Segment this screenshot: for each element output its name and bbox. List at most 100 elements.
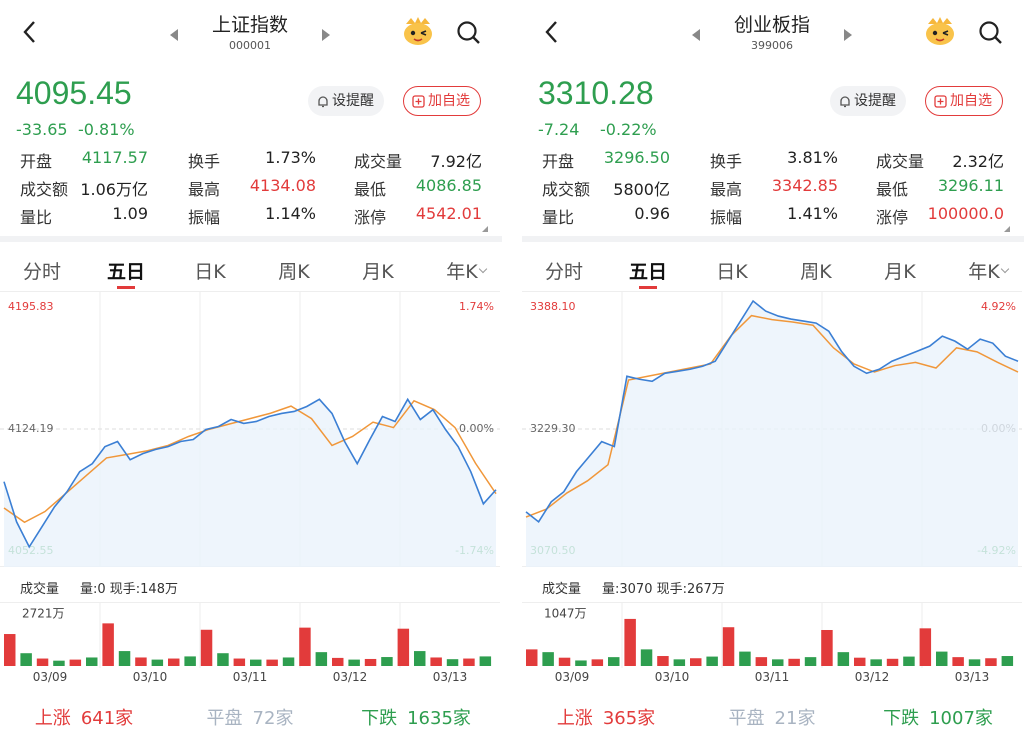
pct-label: 1.74%: [459, 300, 494, 313]
volume-bar: [463, 658, 475, 666]
breadth-label: 平盘: [206, 708, 243, 729]
tab[interactable]: 日K: [194, 261, 226, 283]
pct-label: 4.92%: [981, 300, 1016, 313]
tab-indicator: [117, 286, 135, 289]
mascot-icon[interactable]: [402, 16, 434, 50]
volume-bar: [266, 659, 278, 666]
alert-button[interactable]: 设提醒: [830, 86, 906, 116]
volume-bar: [332, 657, 344, 666]
volume-bar: [591, 659, 604, 666]
breadth-count: 365家: [602, 708, 656, 729]
index-code: 000001: [229, 39, 271, 52]
stat-label: 成交量: [876, 152, 925, 171]
stat-label: 成交额: [20, 180, 69, 199]
volume-bar: [821, 629, 833, 666]
stat-value: 3.81%: [787, 148, 838, 167]
next-arrow[interactable]: [322, 26, 332, 45]
tab[interactable]: 周K: [278, 261, 310, 283]
date-label: 03/11: [232, 670, 268, 684]
date-label: 03/12: [854, 670, 890, 684]
tab[interactable]: 月K: [884, 261, 916, 283]
volume-bar: [315, 652, 328, 666]
search-button[interactable]: [456, 20, 482, 50]
volume-bar: [250, 659, 262, 666]
expand-corner: [1004, 226, 1010, 232]
breadth-item: 上涨 641家: [4, 704, 164, 730]
last-price: 4095.45: [16, 75, 132, 111]
stat-label: 最低: [876, 180, 909, 199]
next-arrow[interactable]: [844, 26, 854, 45]
mascot-icon[interactable]: [924, 16, 956, 50]
stat-value: 3296.50: [603, 148, 670, 167]
stat-label: 量比: [20, 208, 53, 227]
stat-value: 1.09: [112, 204, 148, 223]
tab[interactable]: 年K: [446, 261, 478, 283]
stat-label: 成交量: [354, 152, 403, 171]
stat-label: 振幅: [710, 208, 743, 227]
breadth-count: 72家: [252, 708, 294, 729]
prev-arrow[interactable]: [170, 26, 180, 45]
tab-indicator: [639, 286, 657, 289]
last-price: 3310.28: [538, 75, 654, 111]
volume-bar: [86, 657, 98, 666]
prev-arrow[interactable]: [692, 26, 702, 45]
volume-info: 量:0 现手:148万: [80, 582, 178, 597]
volume-bar: [886, 658, 899, 666]
volume-bar: [168, 658, 180, 666]
change: -7.24: [538, 120, 580, 139]
volume-bar: [640, 649, 653, 666]
change-pct: -0.22%: [600, 120, 657, 139]
stat-label: 换手: [188, 152, 221, 171]
volume-bar: [1001, 656, 1014, 666]
stat-value: 4086.85: [415, 176, 482, 195]
volume-bar: [722, 627, 735, 666]
volume-info: 量:3070 现手:267万: [602, 582, 725, 597]
tab[interactable]: 日K: [716, 261, 748, 283]
change-pct: -0.81%: [78, 120, 135, 139]
pct-label: 0.00%: [459, 422, 494, 435]
tab[interactable]: 月K: [362, 261, 394, 283]
breadth-count: 1635家: [407, 708, 471, 729]
change: -33.65: [16, 120, 68, 139]
search-button[interactable]: [978, 20, 1004, 50]
stat-value: 1.14%: [265, 204, 316, 223]
volume-bar: [479, 656, 492, 666]
stat-value: 4117.57: [81, 148, 148, 167]
breadth-item: 平盘 21家: [692, 704, 852, 730]
price-line: [525, 299, 1019, 524]
volume-bar: [706, 656, 718, 666]
stat-value: 3296.11: [937, 176, 1004, 195]
separator: [522, 236, 1024, 242]
y-tick-label: 3229.30: [530, 422, 576, 435]
back-button[interactable]: [18, 18, 42, 46]
volume-bar: [657, 656, 669, 666]
volume-bar: [542, 652, 554, 666]
volume-bar: [151, 659, 164, 666]
breadth-label: 平盘: [728, 708, 765, 729]
tab[interactable]: 五日: [106, 261, 145, 283]
price-line: [3, 397, 497, 549]
index-title: 创业板指: [733, 14, 810, 36]
tab[interactable]: 五日: [628, 261, 667, 283]
avg-line: [525, 314, 1019, 518]
breadth-label: 上涨: [34, 708, 71, 729]
volume-bar: [919, 628, 932, 666]
volume-max-label: 1047万: [544, 607, 587, 621]
volume-bar: [558, 657, 571, 666]
y-tick-label: 4124.19: [8, 422, 54, 435]
price-area: [526, 301, 1018, 567]
watchlist-button[interactable]: 加自选: [403, 86, 481, 116]
breadth-item: 下跌 1635家: [336, 704, 496, 730]
watchlist-button[interactable]: 加自选: [925, 86, 1003, 116]
tab[interactable]: 分时: [544, 261, 583, 283]
tab[interactable]: 周K: [800, 261, 832, 283]
back-button[interactable]: [540, 18, 564, 46]
stat-label: 最高: [188, 180, 221, 199]
tab[interactable]: 分时: [22, 261, 61, 283]
volume-bar: [69, 659, 82, 666]
tab[interactable]: 年K: [968, 261, 1000, 283]
stat-label: 开盘: [542, 152, 575, 171]
alert-button[interactable]: 设提醒: [308, 86, 384, 116]
index-title: 上证指数: [211, 14, 288, 36]
